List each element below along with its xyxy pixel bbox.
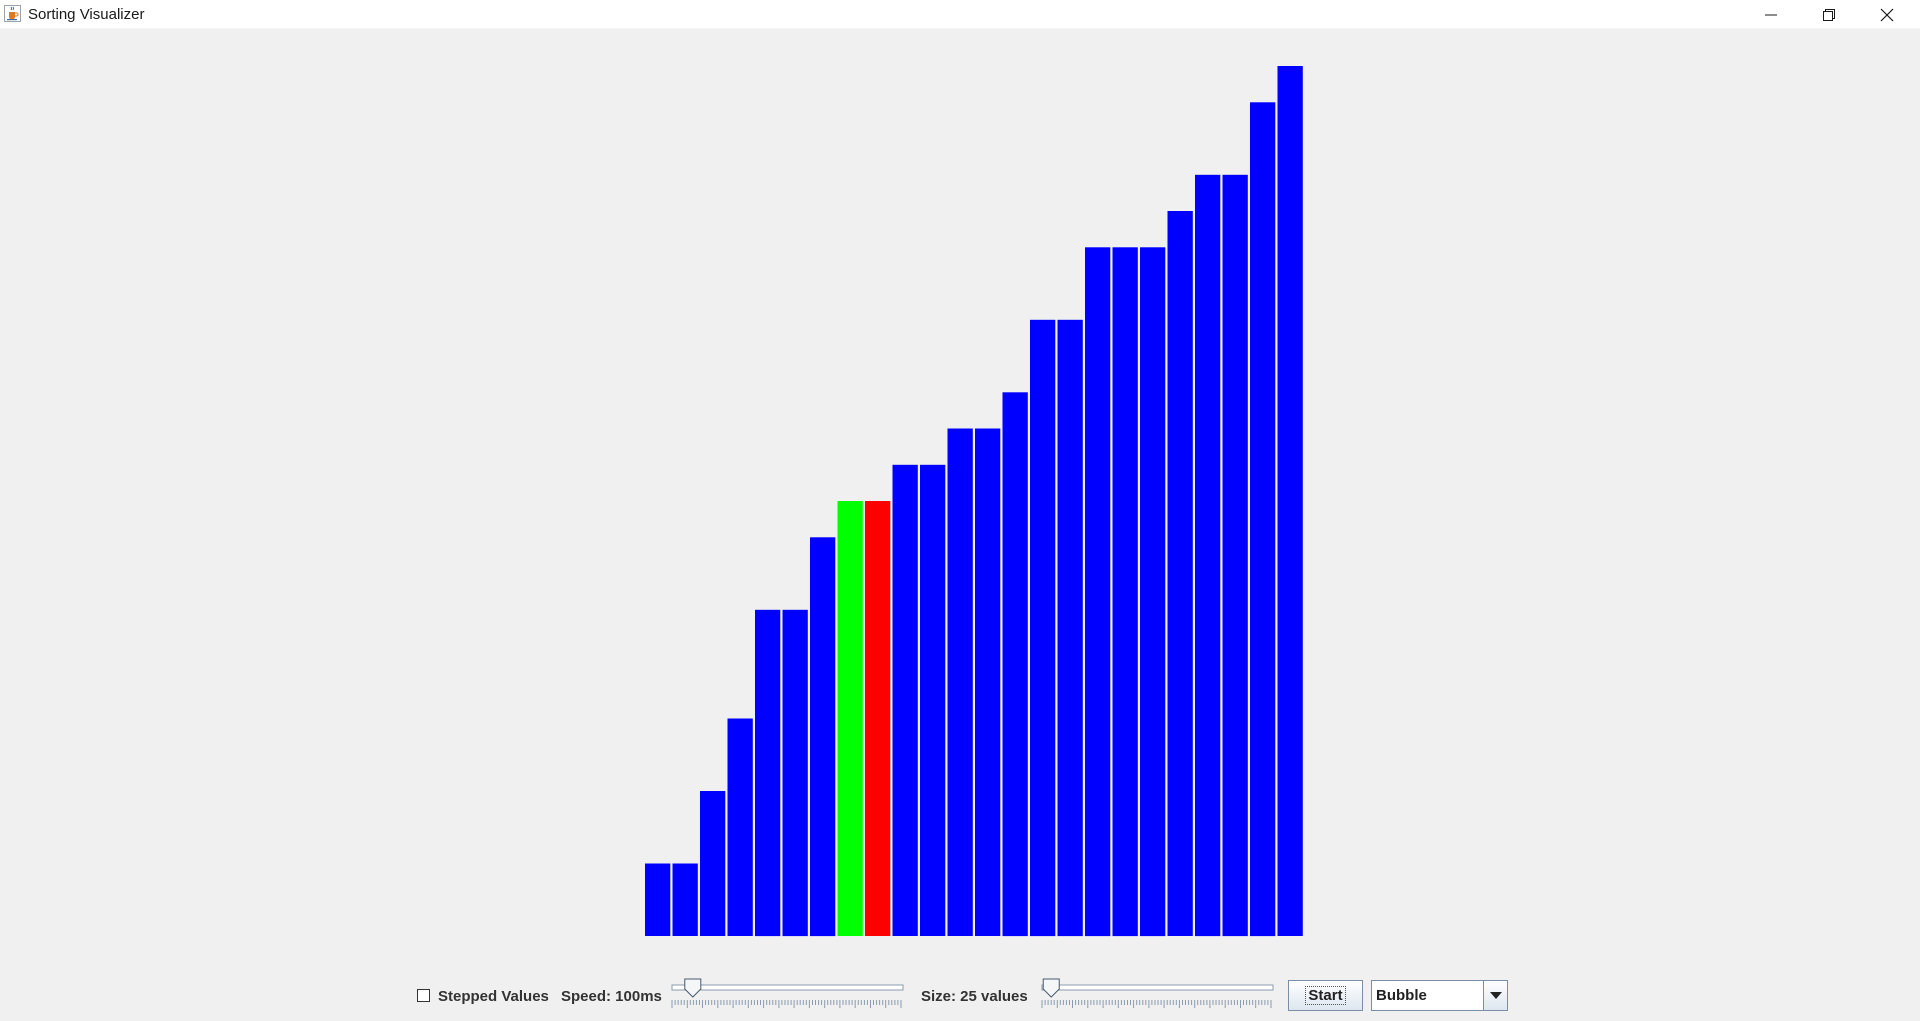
size-label: Size: 25 values <box>921 988 1028 1005</box>
bar <box>1222 174 1248 937</box>
bar <box>700 791 726 936</box>
size-slider[interactable] <box>1040 975 1275 1015</box>
bar <box>1057 319 1083 937</box>
algorithm-select-value: Bubble <box>1376 987 1427 1004</box>
java-cup-icon <box>4 5 21 22</box>
slider-thumb[interactable] <box>684 978 702 998</box>
sort-canvas <box>0 29 1920 980</box>
bar <box>1030 319 1056 937</box>
bar <box>645 863 671 936</box>
bar <box>810 537 836 937</box>
start-button[interactable]: Start <box>1288 980 1363 1011</box>
bar <box>1195 174 1221 937</box>
minimize-button[interactable] <box>1742 0 1800 29</box>
bar <box>727 718 753 936</box>
slider-track <box>1041 984 1274 991</box>
bar <box>1277 66 1303 936</box>
slider-track <box>671 984 904 991</box>
bar <box>920 464 946 936</box>
speed-slider[interactable] <box>670 975 905 1015</box>
bar <box>1002 392 1028 937</box>
bar <box>1140 247 1166 937</box>
control-panel: Stepped Values Speed: 100ms Size: 25 val… <box>0 975 1920 1021</box>
bar <box>672 863 698 936</box>
bar <box>975 428 1001 936</box>
bar-current <box>865 501 891 936</box>
restore-icon <box>1823 9 1835 21</box>
chevron-down-icon <box>1490 992 1502 999</box>
algorithm-dropdown-button[interactable] <box>1483 981 1507 1010</box>
bar <box>892 464 918 936</box>
start-button-label: Start <box>1305 986 1346 1005</box>
close-icon <box>1880 8 1894 22</box>
bar <box>1112 247 1138 937</box>
title-bar: Sorting Visualizer <box>0 0 1920 29</box>
slider-thumb[interactable] <box>1042 978 1060 998</box>
restore-button[interactable] <box>1800 0 1858 29</box>
speed-label: Speed: 100ms <box>561 988 662 1005</box>
bar <box>1085 247 1111 937</box>
bar <box>782 609 808 937</box>
bar-compare <box>837 501 863 936</box>
bar <box>947 428 973 936</box>
minimize-icon <box>1765 14 1777 16</box>
window-title: Sorting Visualizer <box>28 6 145 23</box>
bar <box>1250 102 1276 937</box>
algorithm-select[interactable]: Bubble <box>1371 980 1508 1011</box>
stepped-values-checkbox[interactable] <box>417 989 430 1002</box>
bar-chart <box>645 66 1303 937</box>
bar <box>1167 211 1193 936</box>
stepped-values-label: Stepped Values <box>438 988 549 1005</box>
close-button[interactable] <box>1858 0 1916 29</box>
bar <box>755 609 781 937</box>
